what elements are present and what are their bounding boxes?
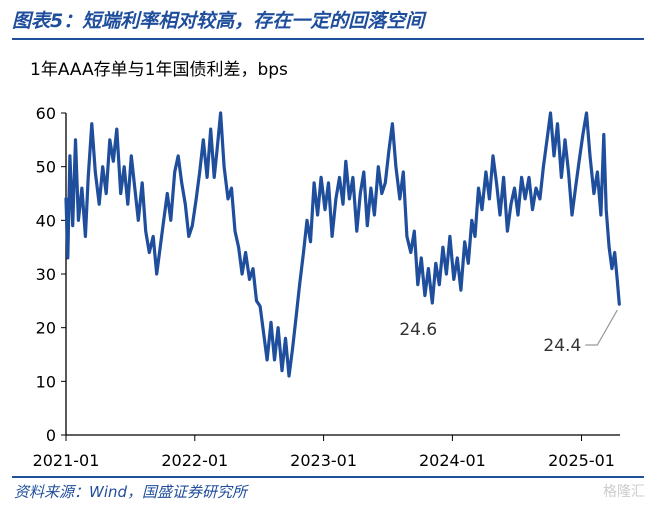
chart-subtitle: 1年AAA存单与1年国债利差，bps	[30, 60, 288, 80]
y-tick-label: 50	[36, 158, 56, 177]
x-tick-label: 2021-01	[33, 451, 100, 470]
y-tick-label: 60	[36, 104, 56, 123]
series-line-0	[64, 111, 621, 378]
y-tick-label: 10	[36, 372, 56, 391]
chart-axes: 0 10 20 30 40 50 60 2021-01 2022-01 2023-01 2024-0…	[33, 104, 620, 470]
source-note: 资料来源：Wind，国盛证券研究所	[14, 483, 248, 501]
chart-series	[64, 111, 621, 378]
watermark-logo: 格隆汇	[603, 484, 645, 500]
figure-title: 图表5：短端利率相对较高，存在一定的回落空间	[12, 10, 425, 32]
title-rule	[12, 38, 644, 40]
x-tick-label: 2024-01	[419, 451, 486, 470]
annotation-leader-1	[585, 309, 618, 346]
annotation-label-0: 24.6	[399, 320, 437, 340]
y-tick-label: 30	[36, 265, 56, 284]
x-tick-label: 2025-01	[548, 451, 615, 470]
x-tick-label: 2023-01	[290, 451, 357, 470]
y-tick-label: 0	[46, 426, 56, 445]
annotation-label-1: 24.4	[543, 336, 581, 356]
chart-annotations: 24.6 24.4	[399, 309, 618, 356]
x-tick-label: 2022-01	[161, 451, 228, 470]
y-tick-label: 40	[36, 211, 56, 230]
source-rule	[12, 476, 644, 478]
y-tick-label: 20	[36, 319, 56, 338]
